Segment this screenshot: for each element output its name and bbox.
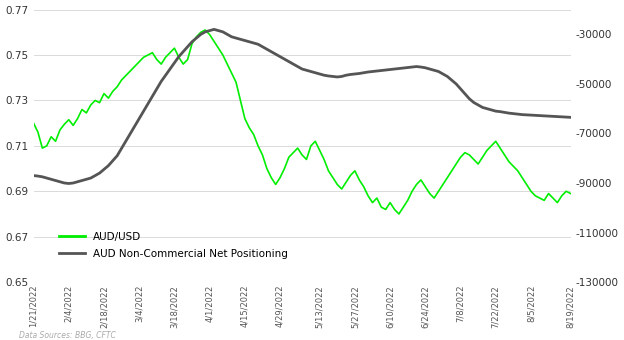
- Text: Data Sources: BBG, CFTC: Data Sources: BBG, CFTC: [19, 331, 115, 340]
- Legend: AUD/USD, AUD Non-Commercial Net Positioning: AUD/USD, AUD Non-Commercial Net Position…: [55, 228, 293, 263]
